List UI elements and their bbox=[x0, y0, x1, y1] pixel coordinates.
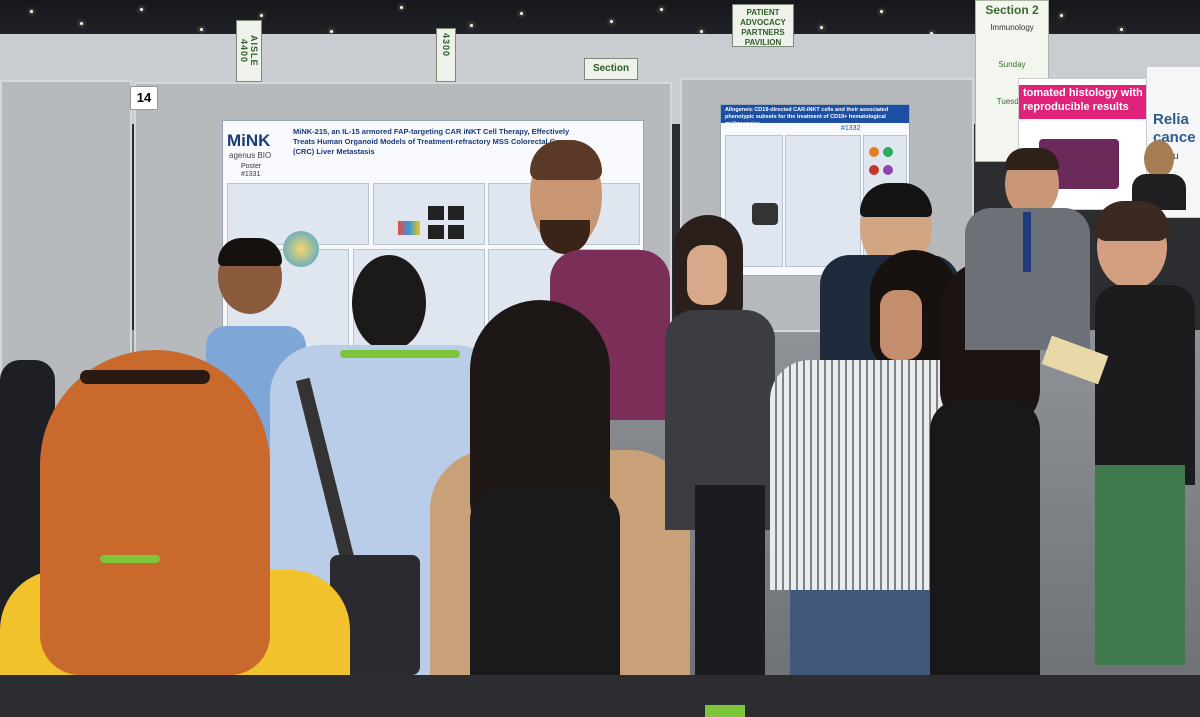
poster-right-title: Allogeneic CD19-directed CAR-iNKT cells … bbox=[725, 107, 889, 127]
person-woman-dark-hair-back bbox=[410, 300, 695, 675]
person-man-suit bbox=[965, 148, 1090, 350]
poster-label: Poster bbox=[241, 163, 262, 170]
sunglasses bbox=[80, 370, 210, 384]
poster-right-number: #1332 bbox=[841, 125, 861, 132]
poster-title: MiNK-215, an IL-15 armored FAP-targeting… bbox=[293, 127, 576, 156]
poster-logo-mink: MiNK bbox=[227, 131, 271, 150]
person-woman-background bbox=[1128, 140, 1188, 210]
aisle-sign-4400: AISLE 4400 bbox=[236, 20, 262, 82]
person-woman-grey-jacket bbox=[665, 215, 785, 717]
patient-advocacy-sign: PATIENT ADVOCACY PARTNERS PAVILION bbox=[732, 4, 794, 47]
ceiling-lights bbox=[0, 0, 1200, 60]
person-woman-orange-hair bbox=[0, 350, 350, 675]
phone-camera bbox=[752, 203, 778, 225]
booth-number-tag: 14 bbox=[130, 86, 158, 110]
aisle-sign-4300: 4300 bbox=[436, 28, 456, 82]
person-woman-notebook bbox=[1041, 201, 1200, 675]
poster-logo-agenus: agenus BIO bbox=[229, 151, 272, 160]
section-sign: Section bbox=[584, 58, 638, 80]
poster-number: #1331 bbox=[241, 171, 261, 178]
